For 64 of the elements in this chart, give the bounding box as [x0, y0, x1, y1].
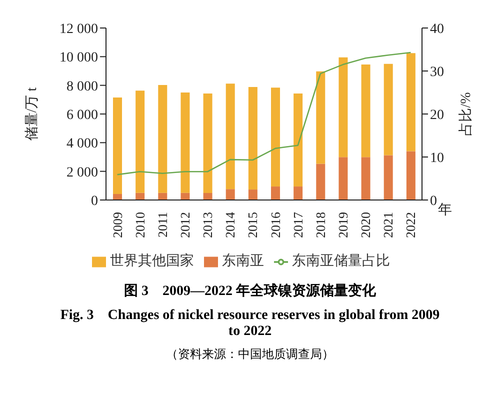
x-tick-label: 2014 — [222, 212, 238, 238]
x-tick-label: 2020 — [358, 212, 374, 238]
bar — [136, 192, 145, 200]
bar — [361, 64, 370, 158]
legend-label: 世界其他国家 — [110, 254, 194, 269]
x-axis-title: 年 — [438, 202, 452, 218]
bar — [180, 92, 190, 193]
bar — [271, 186, 280, 200]
text: 图 3 2009—2022 年全球镍资源储量变化 — [123, 282, 377, 300]
x-tick-label: 2009 — [110, 212, 125, 238]
bar — [406, 151, 416, 200]
y-tick-label: 10 000 — [60, 50, 98, 66]
legend-label: 东南亚储量占比 — [292, 254, 390, 269]
x-tick-label: 2016 — [268, 212, 283, 238]
bar — [136, 90, 145, 193]
x-tick-label: 2010 — [132, 212, 148, 238]
bar — [248, 190, 258, 200]
bar — [203, 94, 212, 193]
y-tick-label: 8 000 — [66, 79, 98, 94]
bar — [338, 57, 348, 158]
bar — [406, 53, 416, 152]
bar — [226, 84, 235, 190]
bar — [294, 186, 303, 200]
y-tick-label: 2 000 — [66, 165, 98, 180]
x-tick-label: 2021 — [380, 212, 396, 238]
y2-tick-label: 30 — [430, 64, 444, 80]
bar — [384, 155, 393, 200]
bar — [158, 192, 168, 200]
legend-label: 东南亚 — [222, 254, 264, 269]
x-tick-label: 2013 — [200, 212, 216, 238]
line-series — [116, 52, 412, 176]
bar — [316, 164, 326, 200]
y2-tick-label: 20 — [430, 108, 444, 123]
y-tick-label: 6 000 — [66, 108, 98, 123]
y-tick-label: 12 000 — [60, 22, 98, 37]
y-tick-label: 4 000 — [66, 136, 98, 152]
text: （资料来源：中国地质调查局） — [165, 346, 335, 363]
text: Fig. 3 Changes of nickel resource reserves in global from 2009 to 2022 — [59, 307, 441, 340]
bar — [248, 87, 258, 190]
bar — [361, 157, 370, 200]
bar — [180, 192, 190, 200]
y-tick-label: 0 — [91, 194, 98, 209]
y2-tick-label: 40 — [430, 22, 444, 37]
x-tick-label: 2011 — [154, 212, 170, 238]
x-tick-label: 2022 — [403, 212, 418, 238]
bar — [113, 194, 122, 200]
bar — [271, 88, 280, 187]
y-axis-title: 储量/万 t — [24, 87, 40, 141]
y2-axis-title: 占比/% — [458, 92, 474, 136]
x-tick-label: 2018 — [312, 212, 328, 238]
bar — [294, 94, 303, 187]
x-tick-label: 2012 — [178, 212, 192, 238]
x-tick-label: 2015 — [245, 212, 260, 238]
bar — [226, 189, 235, 200]
bar — [316, 71, 326, 164]
x-tick-label: 2017 — [290, 212, 306, 238]
bar — [113, 98, 122, 194]
y2-tick-label: 10 — [430, 150, 444, 166]
bar — [384, 64, 393, 156]
bar — [203, 192, 212, 200]
x-tick-label: 2019 — [336, 212, 350, 238]
bar — [158, 85, 168, 193]
bar — [338, 157, 348, 200]
y2-tick-label: 0 — [430, 194, 437, 209]
